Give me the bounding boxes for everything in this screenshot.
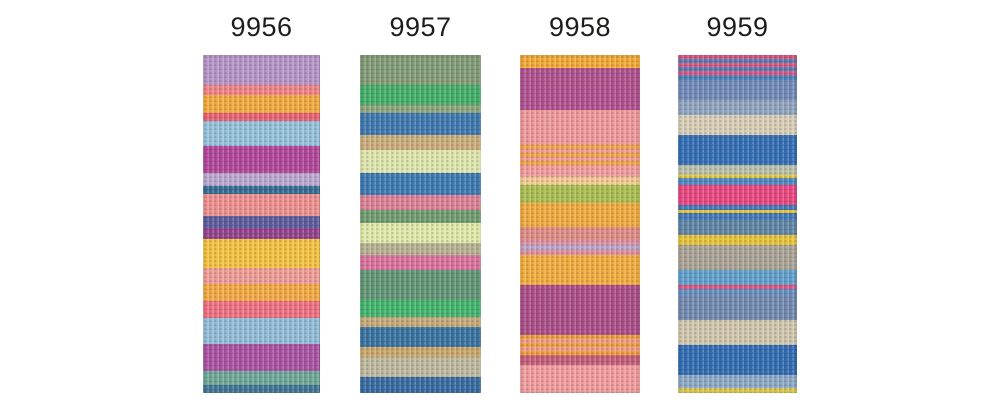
colorway-number: 9959: [706, 12, 769, 42]
colorway-column-9957: 9957: [360, 0, 481, 411]
yarn-swatch-9956: [203, 55, 320, 393]
yarn-swatch-9957: [360, 55, 481, 393]
colorway-number: 9957: [389, 12, 452, 42]
colorway-number: 9956: [230, 12, 293, 42]
colorway-column-9958: 9958: [520, 0, 640, 411]
yarn-swatch-9958: [520, 55, 640, 393]
colorway-column-9959: 9959: [678, 0, 797, 411]
colorway-column-9956: 9956: [203, 0, 320, 411]
colorway-number: 9958: [548, 12, 612, 42]
yarn-swatch-9959: [678, 55, 797, 393]
